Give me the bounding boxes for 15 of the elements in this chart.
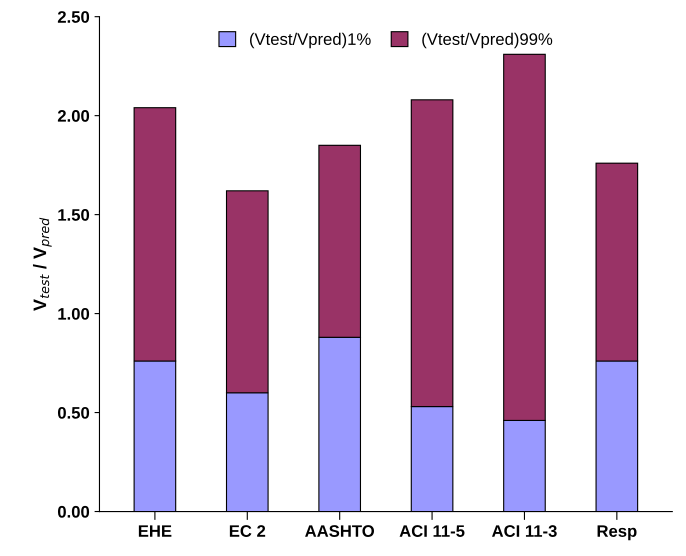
y-axis-title: V$_{test}$ / V$_{pred}$ [32,218,52,311]
legend-label: (Vtest/Vpred)1% [250,32,371,48]
x-tick-label: EC 2 [230,525,266,537]
legend-label: (Vtest/Vpred)99% [422,32,552,48]
y-tick-label: 0.00 [58,506,90,518]
y-tick-label: 0.50 [58,406,90,419]
x-tick-label: Resp [598,525,637,540]
y-tick-label: 1.00 [58,308,90,320]
x-tick-label: ACI 11-5 [400,525,464,537]
x-tick-label: AASHTO [305,525,374,537]
y-tick-label: 2.00 [58,110,90,122]
y-tick-label: 1.50 [58,209,90,221]
x-tick-label: EHE [138,525,172,537]
y-tick-label: 2.50 [58,11,90,23]
x-tick-label: ACI 11-3 [492,525,557,537]
